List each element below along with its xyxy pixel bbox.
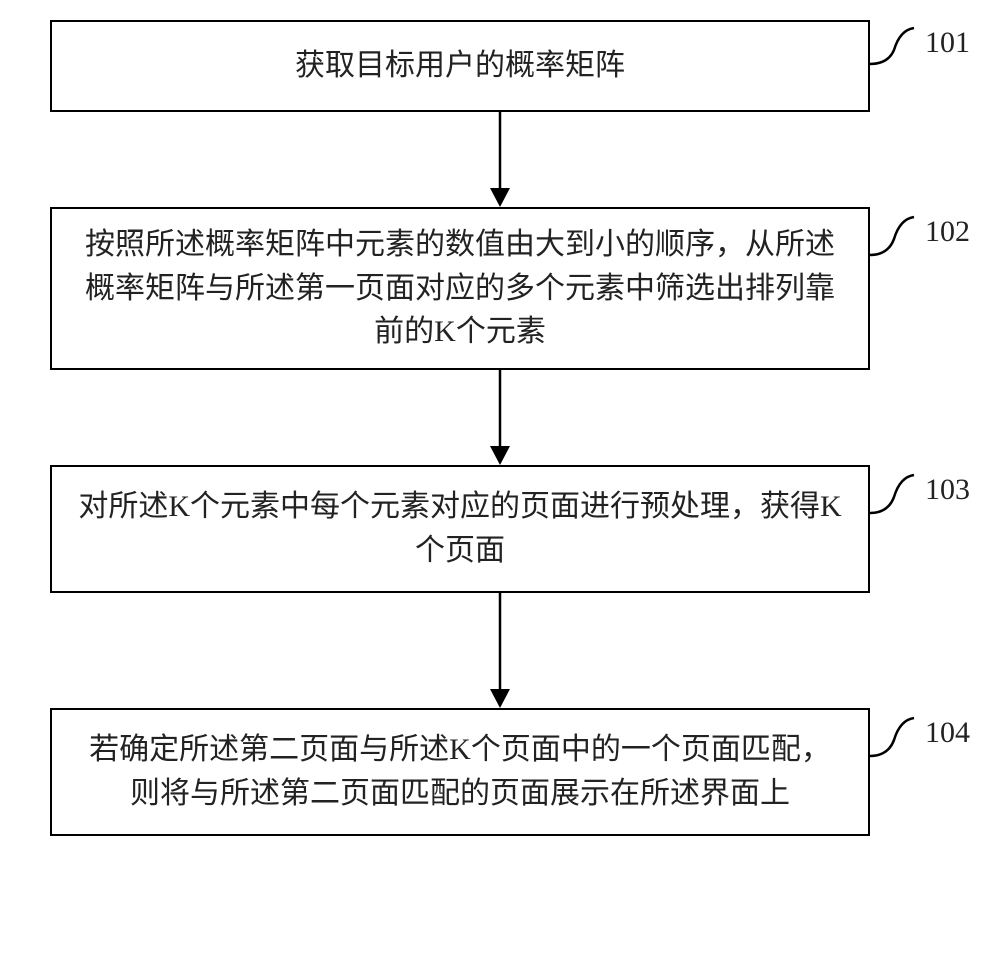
flow-arrow [90,112,910,207]
connector-curve-icon [870,465,930,521]
flow-step-label: 104 [925,716,970,750]
flow-arrow [90,593,910,708]
flow-step-text: 获取目标用户的概率矩阵 [295,44,625,88]
arrow-down-icon [480,112,520,207]
flow-step-label: 102 [925,215,970,249]
flow-step-box: 按照所述概率矩阵中元素的数值由大到小的顺序，从所述概率矩阵与所述第一页面对应的多… [50,207,870,370]
flow-step-box: 若确定所述第二页面与所述K个页面中的一个页面匹配，则将与所述第二页面匹配的页面展… [50,708,870,836]
flow-step-label: 101 [925,26,970,60]
connector-curve-icon [870,20,930,70]
flow-step-row: 对所述K个元素中每个元素对应的页面进行预处理，获得K个页面 103 [50,465,950,593]
connector-curve-icon [870,708,930,764]
arrow-down-icon [480,593,520,708]
flow-step-text: 对所述K个元素中每个元素对应的页面进行预处理，获得K个页面 [76,485,844,572]
label-connector [870,207,930,263]
flow-step-row: 若确定所述第二页面与所述K个页面中的一个页面匹配，则将与所述第二页面匹配的页面展… [50,708,950,836]
flow-arrow [90,370,910,465]
flow-step-text: 按照所述概率矩阵中元素的数值由大到小的顺序，从所述概率矩阵与所述第一页面对应的多… [76,223,844,354]
label-connector [870,465,930,521]
flowchart-container: 获取目标用户的概率矩阵 101 按照所述概率矩阵中元素的数值由大到小的顺序，从所… [50,20,950,836]
flow-step-row: 获取目标用户的概率矩阵 101 [50,20,950,112]
flow-step-box: 获取目标用户的概率矩阵 [50,20,870,112]
connector-curve-icon [870,207,930,263]
label-connector [870,20,930,70]
flow-step-box: 对所述K个元素中每个元素对应的页面进行预处理，获得K个页面 [50,465,870,593]
flow-step-label: 103 [925,473,970,507]
label-connector [870,708,930,764]
flow-step-row: 按照所述概率矩阵中元素的数值由大到小的顺序，从所述概率矩阵与所述第一页面对应的多… [50,207,950,370]
arrow-down-icon [480,370,520,465]
flow-step-text: 若确定所述第二页面与所述K个页面中的一个页面匹配，则将与所述第二页面匹配的页面展… [76,728,844,815]
